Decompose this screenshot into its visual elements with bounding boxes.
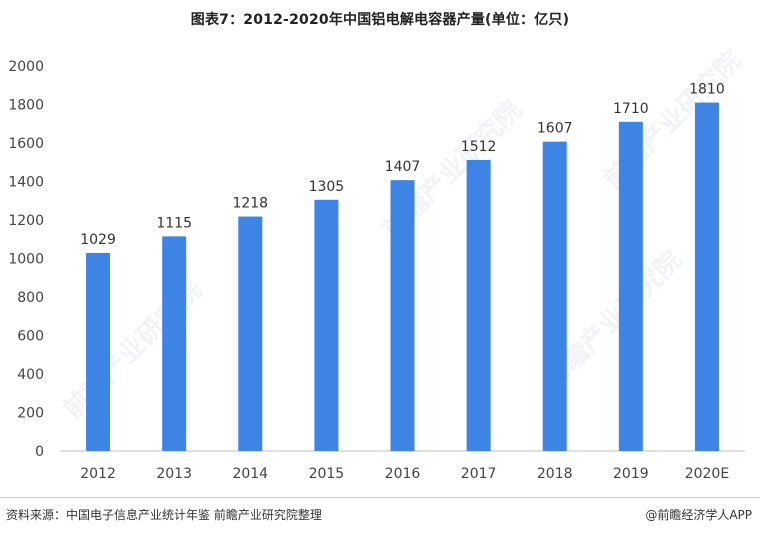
y-axis: 0 200 400 600 800 1000 1200 1400 1600 1800 2000 [8,59,44,460]
y-tick-label: 600 [17,329,44,345]
y-tick-label: 800 [17,290,44,306]
bar-value-label: 1029 [80,232,116,248]
y-tick-label: 400 [17,367,44,383]
x-tick-label: 2019 [613,466,649,482]
bar-2014 [238,216,263,451]
brand-credit: @前瞻经济学人APP [645,508,752,522]
y-tick-label: 0 [35,444,44,460]
chart-title: 图表7：2012-2020年中国铝电解电容器产量(单位：亿只) [190,12,570,28]
bar-2019 [618,121,643,451]
bar-chart: 0 200 400 600 800 1000 1200 1400 1600 1800 2000 10… [8,59,745,482]
bar-2017 [466,159,491,451]
bar-value-label: 1305 [309,179,345,195]
bar-2020E [694,102,719,451]
bar-2016 [390,180,415,451]
x-tick-label: 2012 [80,466,116,482]
x-axis: 2012 2013 2014 2015 2016 2017 2018 2019 2020E [80,466,729,482]
y-tick-label: 1000 [8,252,44,268]
bar-2018 [542,141,567,451]
y-tick-label: 200 [17,406,44,422]
y-tick-label: 1400 [8,175,44,191]
x-tick-label: 2016 [385,466,421,482]
source-note: 资料来源：中国电子信息产业统计年鉴 前瞻产业研究院整理 [6,508,322,522]
y-tick-label: 1800 [8,98,44,114]
bar-2012 [86,252,111,451]
bar-value-label: 1218 [232,196,268,212]
x-tick-label: 2018 [537,466,573,482]
bar-series: 1029 1115 1218 1305 1407 1512 1607 1710 1810 [80,82,725,451]
footer-divider [0,497,760,498]
bar-value-label: 1810 [689,82,725,98]
x-tick-label: 2017 [461,466,497,482]
y-tick-label: 1200 [8,213,44,229]
x-tick-label: 2020E [685,466,729,482]
y-tick-label: 2000 [8,59,44,75]
y-tick-label: 1600 [8,136,44,152]
bar-value-label: 1710 [613,101,649,117]
bar-value-label: 1407 [385,159,421,175]
bar-2013 [162,236,187,451]
bar-value-label: 1607 [537,121,573,137]
x-tick-label: 2014 [232,466,268,482]
bar-2015 [314,199,339,451]
x-tick-label: 2015 [309,466,345,482]
bar-value-label: 1512 [461,139,497,155]
x-tick-label: 2013 [156,466,192,482]
bar-value-label: 1115 [156,215,192,231]
